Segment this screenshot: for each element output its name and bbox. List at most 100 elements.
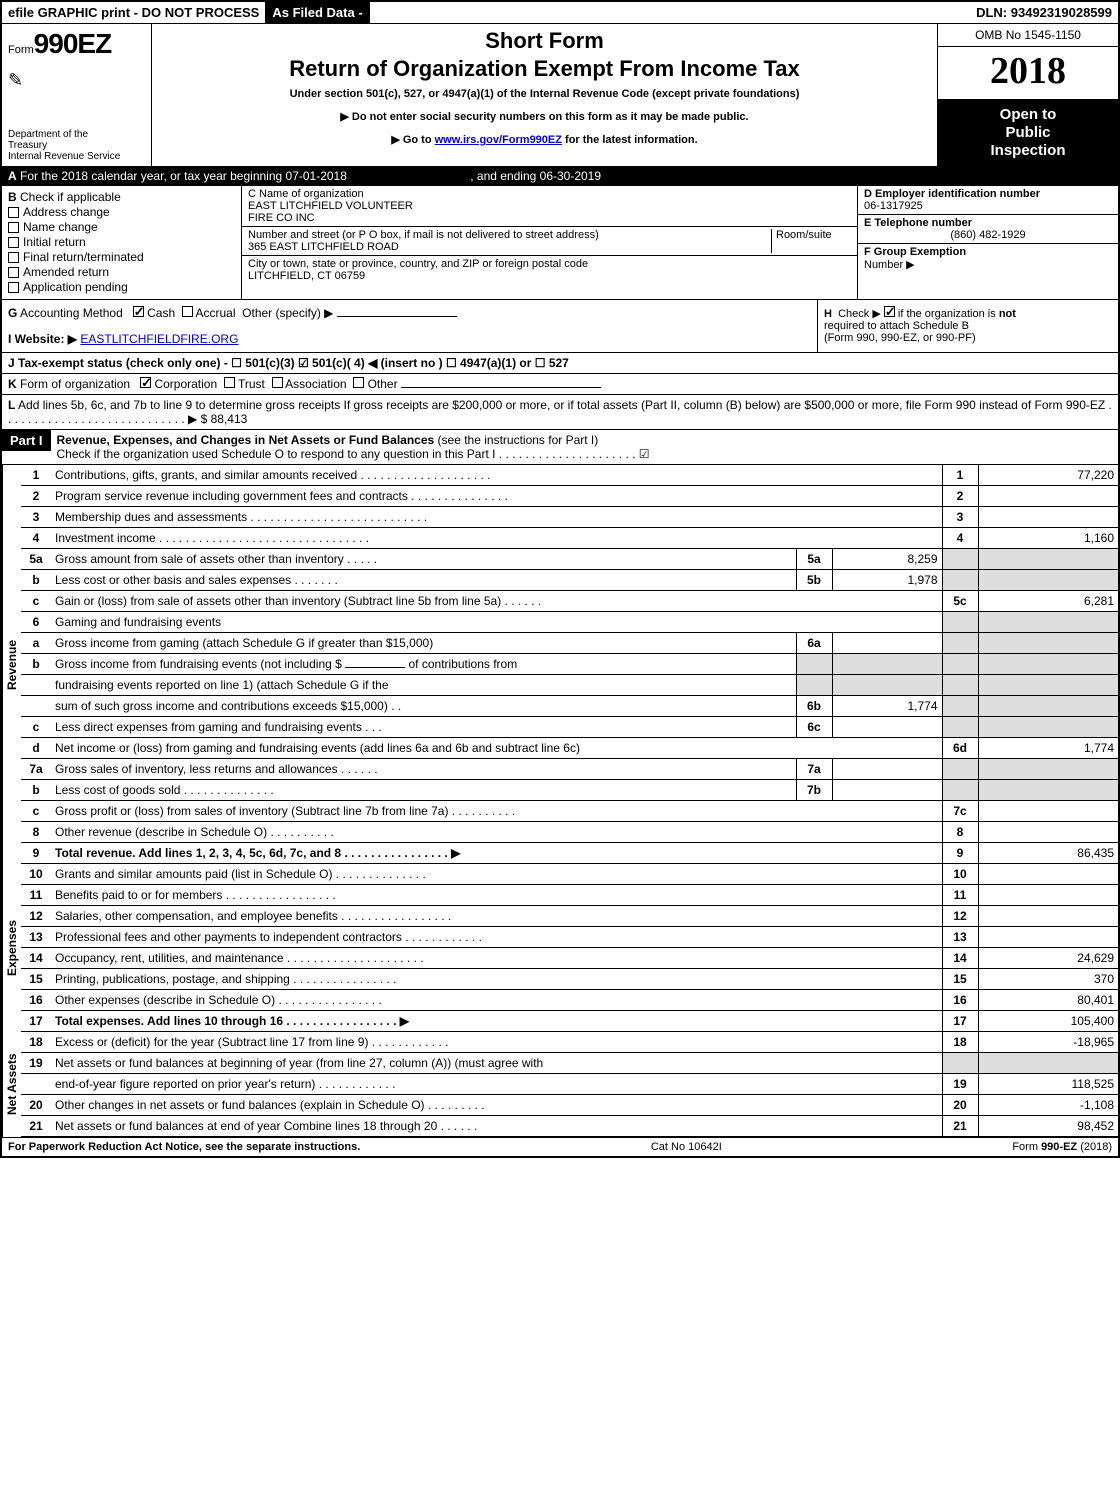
v-shade <box>978 1053 1118 1074</box>
col-b: B Check if applicable Address change Nam… <box>2 186 242 299</box>
minival <box>832 780 942 801</box>
line-6b-1: bGross income from fundraising events (n… <box>21 654 1118 675</box>
lineno: 17 <box>21 1011 51 1032</box>
desc: Less direct expenses from gaming and fun… <box>51 717 796 738</box>
topbar: efile GRAPHIC print - DO NOT PROCESS As … <box>2 2 1118 24</box>
checkbox-association[interactable] <box>272 377 283 388</box>
checkbox-trust[interactable] <box>224 377 235 388</box>
numbox: 15 <box>942 969 978 990</box>
lineno: 16 <box>21 990 51 1011</box>
line-7c: cGross profit or (loss) from sales of in… <box>21 801 1118 822</box>
check-address-change: Address change <box>8 205 235 219</box>
minibox: 7a <box>796 759 832 780</box>
checkbox-icon[interactable] <box>8 282 19 293</box>
checkbox-cash[interactable] <box>133 306 144 317</box>
desc: Gross income from gaming (attach Schedul… <box>51 633 796 654</box>
checkbox-schedule-b[interactable] <box>884 306 895 317</box>
mid-row: B Check if applicable Address change Nam… <box>2 186 1118 300</box>
numbox: 8 <box>942 822 978 843</box>
ein-label: D Employer identification number <box>864 188 1112 200</box>
lineno: 4 <box>21 528 51 549</box>
goto-link[interactable]: www.irs.gov/Form990EZ <box>435 134 562 146</box>
val: 118,525 <box>978 1074 1118 1095</box>
lineno: 13 <box>21 927 51 948</box>
val: 77,220 <box>978 465 1118 486</box>
contrib-input[interactable] <box>345 667 405 668</box>
numbox: 6d <box>942 738 978 759</box>
address-block: Number and street (or P O box, if mail i… <box>242 227 857 256</box>
efile-icon: ✎ <box>8 70 145 91</box>
lineno: 1 <box>21 465 51 486</box>
other-specify-input[interactable] <box>337 316 457 317</box>
dept-line2: Treasury <box>8 140 145 151</box>
desc: Occupancy, rent, utilities, and maintena… <box>51 948 942 969</box>
v-shade <box>978 780 1118 801</box>
address-inner: Number and street (or P O box, if mail i… <box>248 229 771 253</box>
checkbox-icon[interactable] <box>8 267 19 278</box>
minibox: 6a <box>796 633 832 654</box>
lineno: 14 <box>21 948 51 969</box>
lineno: d <box>21 738 51 759</box>
checkbox-icon[interactable] <box>8 237 19 248</box>
minibox: 5a <box>796 549 832 570</box>
part-1-check: Check if the organization used Schedule … <box>57 447 650 461</box>
val: 98,452 <box>978 1116 1118 1137</box>
dln-value: 93492319028599 <box>1011 5 1112 20</box>
part-1-label: Part I <box>2 430 51 451</box>
checkbox-icon[interactable] <box>8 207 19 218</box>
checkbox-accrual[interactable] <box>182 306 193 317</box>
val: 24,629 <box>978 948 1118 969</box>
desc: Net income or (loss) from gaming and fun… <box>51 738 942 759</box>
other-org-input[interactable] <box>401 387 601 388</box>
lineno: 10 <box>21 864 51 885</box>
row-h-not: not <box>999 308 1016 320</box>
expenses-body: 10Grants and similar amounts paid (list … <box>21 864 1118 1032</box>
website-link[interactable]: EASTLITCHFIELDFIRE.ORG <box>80 332 238 346</box>
check-label: Address change <box>23 205 110 219</box>
v-shade <box>978 675 1118 696</box>
checkbox-corporation[interactable] <box>140 377 151 388</box>
lineno: 18 <box>21 1032 51 1053</box>
desc: Membership dues and assessments . . . . … <box>51 507 942 528</box>
row-a-label: A <box>8 169 17 183</box>
numbox-shade <box>942 570 978 591</box>
nb-shade <box>942 717 978 738</box>
minibox: 6b <box>796 696 832 717</box>
numbox: 18 <box>942 1032 978 1053</box>
row-k-text: Form of organization <box>20 377 130 391</box>
lineno: 15 <box>21 969 51 990</box>
desc: sum of such gross income and contributio… <box>51 696 796 717</box>
dept-line3: Internal Revenue Service <box>8 151 145 162</box>
main-title: Return of Organization Exempt From Incom… <box>158 56 931 82</box>
desc: Contributions, gifts, grants, and simila… <box>51 465 942 486</box>
line-21: 21Net assets or fund balances at end of … <box>21 1116 1118 1137</box>
checkbox-icon[interactable] <box>8 222 19 233</box>
lineno: b <box>21 570 51 591</box>
netassets-body: 18Excess or (deficit) for the year (Subt… <box>21 1032 1118 1137</box>
check-label: Amended return <box>23 265 109 279</box>
lineno: 11 <box>21 885 51 906</box>
desc: Investment income . . . . . . . . . . . … <box>51 528 942 549</box>
nb-shade <box>942 675 978 696</box>
line-4: 4Investment income . . . . . . . . . . .… <box>21 528 1118 549</box>
phone-label: E Telephone number <box>864 217 1112 229</box>
dept-line1: Department of the <box>8 129 145 140</box>
val <box>978 864 1118 885</box>
part-1-header-row: Part I Revenue, Expenses, and Changes in… <box>2 430 1118 465</box>
accrual-label: Accrual <box>195 306 235 320</box>
desc: Professional fees and other payments to … <box>51 927 942 948</box>
numbox: 9 <box>942 843 978 864</box>
desc: Net assets or fund balances at beginning… <box>51 1053 942 1074</box>
check-amended-return: Amended return <box>8 265 235 279</box>
line-13: 13Professional fees and other payments t… <box>21 927 1118 948</box>
val: 1,160 <box>978 528 1118 549</box>
checkbox-other[interactable] <box>353 377 364 388</box>
line-5b: bLess cost or other basis and sales expe… <box>21 570 1118 591</box>
desc: Grants and similar amounts paid (list in… <box>51 864 942 885</box>
lineno: 19 <box>21 1053 51 1074</box>
assoc-label: Association <box>285 377 346 391</box>
checkbox-icon[interactable] <box>8 252 19 263</box>
minival <box>832 717 942 738</box>
val: -18,965 <box>978 1032 1118 1053</box>
header-right: OMB No 1545-1150 2018 Open to Public Ins… <box>938 24 1118 166</box>
